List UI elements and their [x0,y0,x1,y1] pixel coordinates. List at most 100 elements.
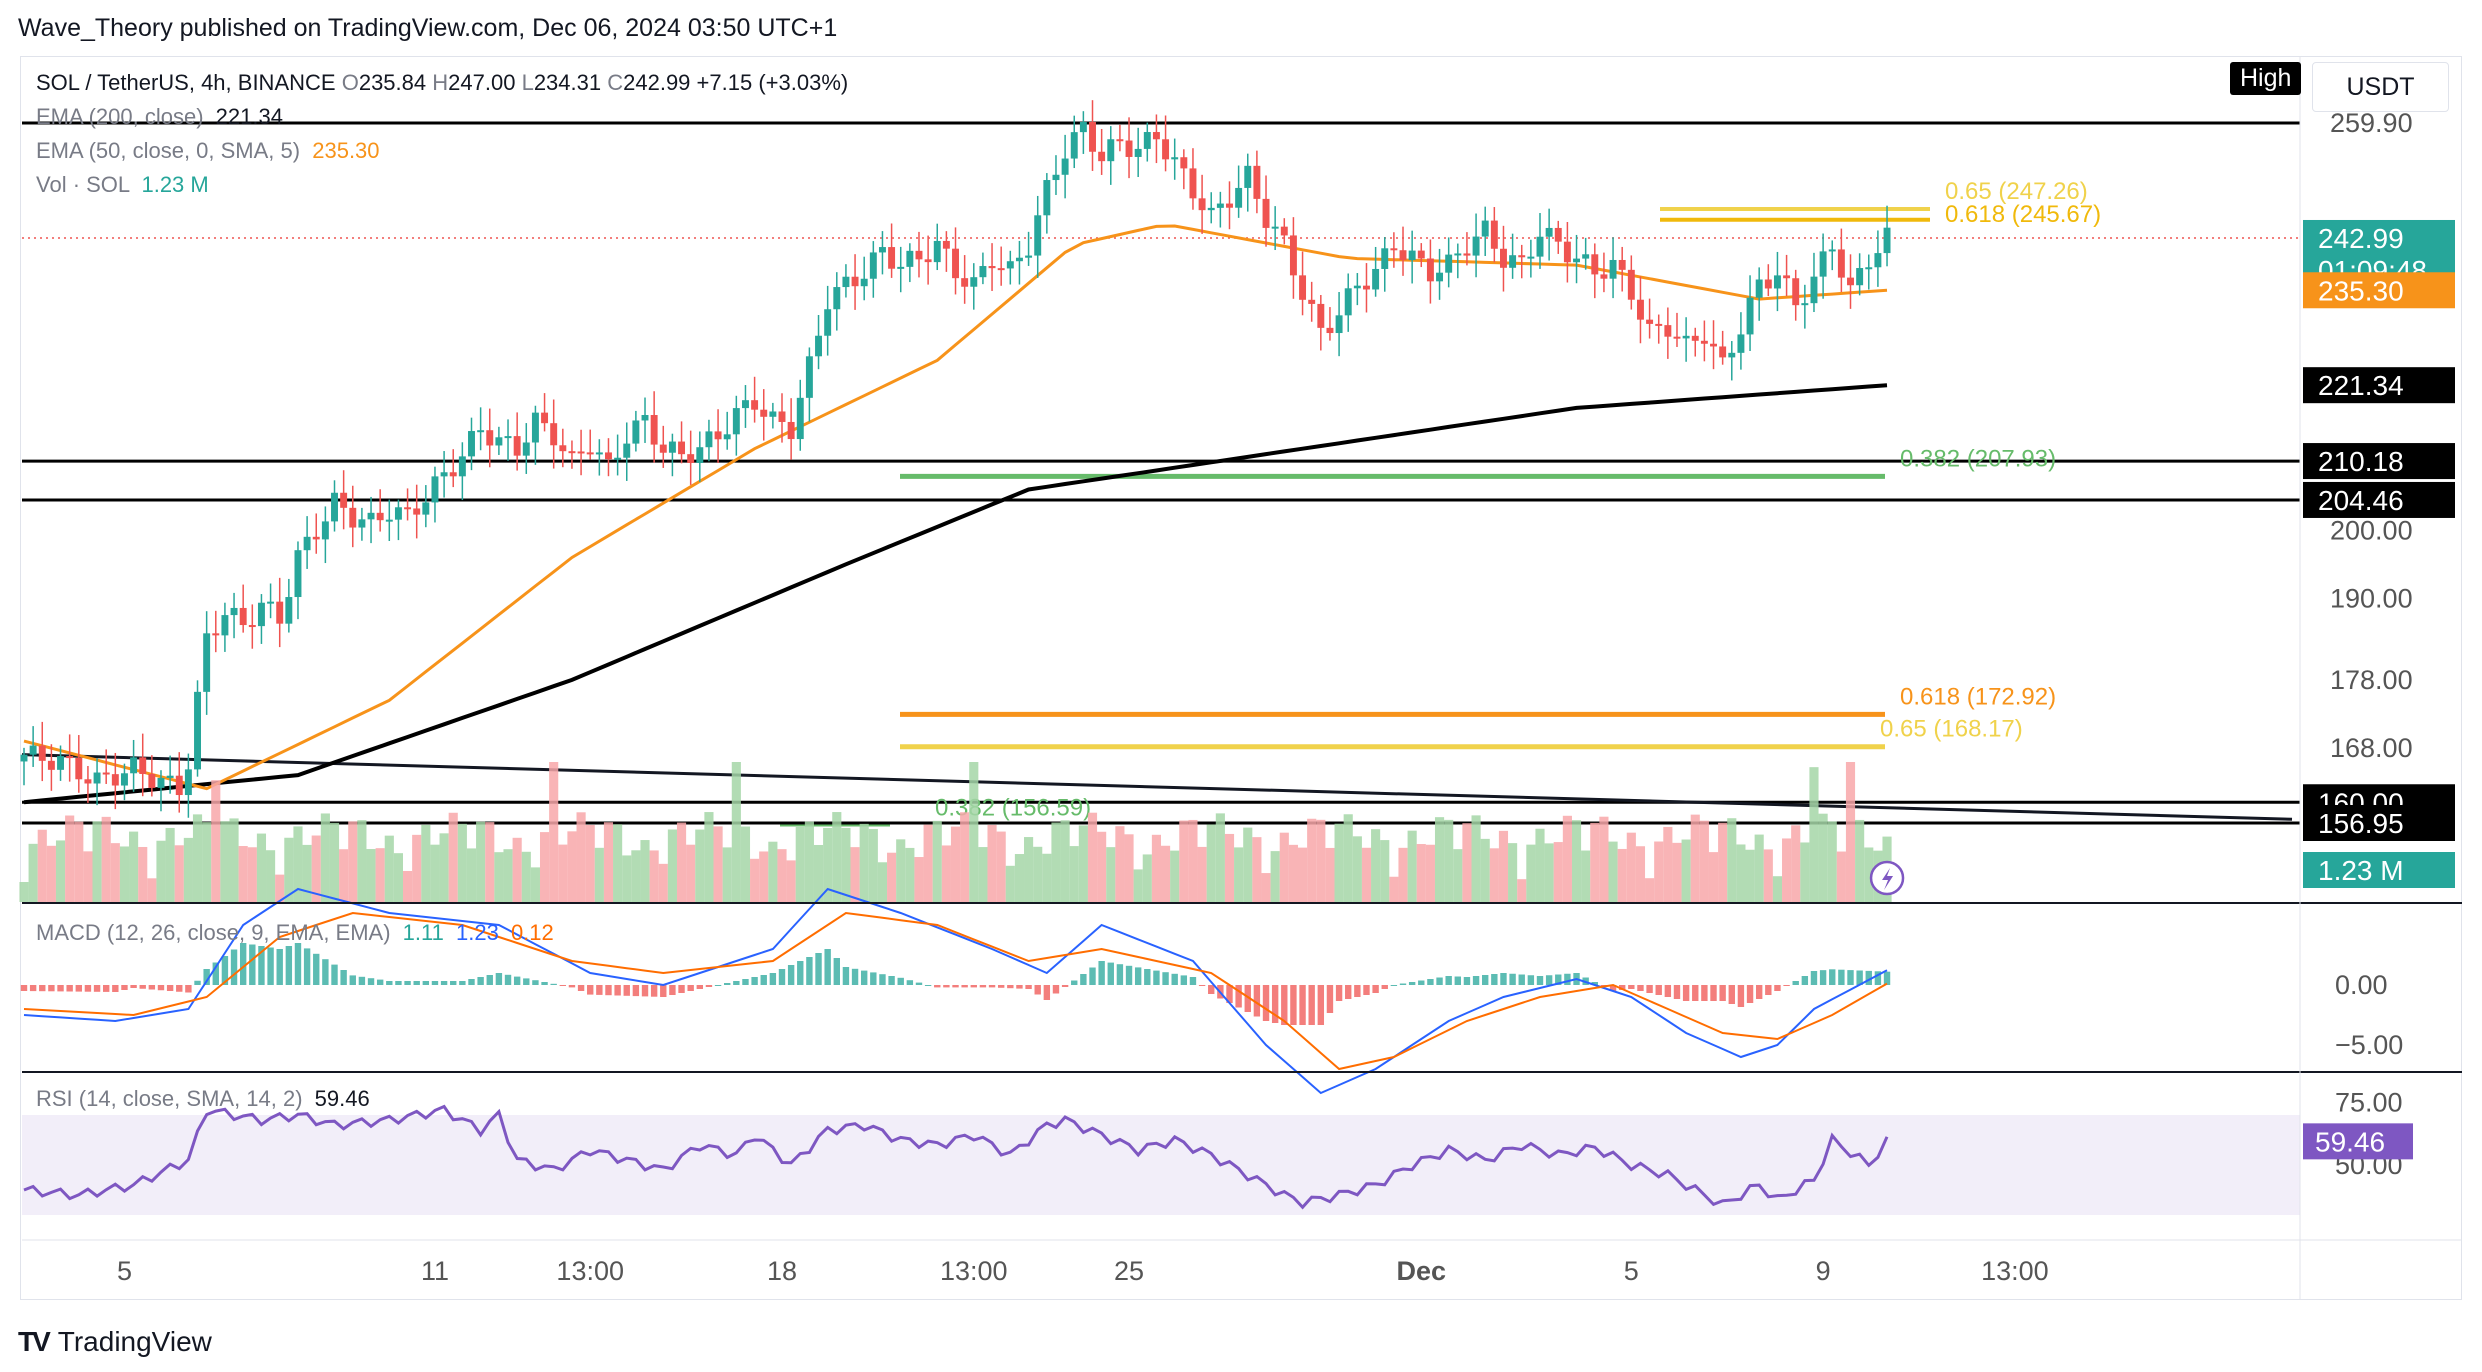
volume-bar [366,849,376,902]
volume-bar [896,839,906,902]
candle [1737,312,1745,370]
volume-bar [183,837,193,902]
candle [961,255,969,304]
macd-histogram-bar [276,949,283,985]
price-tag: 221.34 [2303,367,2455,404]
candle [952,227,959,295]
macd-histogram-bar [705,985,713,987]
candle [924,235,932,285]
macd-legend[interactable]: MACD (12, 26, close, 9, EMA, EMA) 1.11 1… [36,920,554,946]
chart-frame[interactable] [20,56,2462,1300]
macd-histogram-bar [194,980,201,985]
macd-histogram-bar [57,985,64,992]
candle [276,577,284,648]
rsi-legend[interactable]: RSI (14, close, SMA, 14, 2) 59.46 [36,1086,370,1112]
candle-body [1271,226,1279,229]
candle [614,434,622,476]
volume-legend[interactable]: Vol · SOL 1.23 M [36,172,209,198]
candle-body [29,745,37,755]
currency-selector[interactable]: USDT [2312,62,2449,112]
candle [723,411,731,450]
volume-bar [1352,836,1362,902]
macd-histogram-bar [1427,979,1434,985]
candle-body [1289,235,1297,276]
candle-body [1700,340,1708,344]
macd-histogram-bar [714,985,722,986]
candle-body [1563,241,1571,263]
signal-line [23,911,1888,1071]
macd-histogram-bar [1025,985,1032,989]
price-tag: 204.46 [2303,481,2455,518]
candle [20,747,28,786]
rsi-tag-label: 59.46 [2315,1126,2385,1157]
rsi-label: RSI (14, close, SMA, 14, 2) [36,1086,303,1111]
candle-body [1399,250,1407,261]
candle-body [130,757,138,774]
macd-histogram-bar [1089,967,1096,985]
candle [394,499,402,541]
high-button[interactable]: High [2230,62,2302,95]
candle-body [1299,275,1307,300]
candle-body [1089,121,1096,152]
volume-bar [83,851,93,902]
price-tag-bg [2303,367,2455,404]
volume-bar [1718,822,1728,902]
volume-bar [960,812,970,902]
change-value: +7.15 (+3.03%) [696,70,849,95]
volume-bar [476,821,486,902]
volume-bar [1024,837,1034,902]
candle-body [970,277,978,287]
volume-bar [1316,819,1326,902]
candle [1207,192,1215,224]
candle [659,425,667,468]
macd-histogram-bar [1098,961,1105,985]
macd-histogram-bar [1080,974,1087,985]
macd-histogram-bar [1883,971,1891,985]
candle-body [924,259,932,263]
macd-histogram-bar [303,948,311,985]
volume-bar [1142,854,1152,902]
candle-body [221,615,229,636]
candle [1600,252,1608,293]
rsi-band [22,1115,2300,1215]
macd-histogram-bar [48,985,55,992]
macd-histogram-bar [349,975,356,985]
macd-histogram-bar [468,979,475,985]
macd-histogram-bar [66,985,73,992]
candle-body [1180,157,1188,169]
volume-bar [1772,876,1783,902]
volume-bar [229,818,239,902]
candle [1353,273,1361,306]
volume-bar [1626,832,1636,902]
volume-bar [1078,825,1088,902]
volume-bar [494,852,504,902]
candle [1025,231,1033,266]
candle-body [1755,279,1763,298]
candle [586,429,594,460]
volume-bar [1270,851,1280,902]
volume-bar [905,847,915,902]
symbol-legend[interactable]: SOL / TetherUS, 4h, BINANCE O235.84 H247… [36,70,848,96]
alert-bolt-icon-shape [1882,868,1894,890]
macd-histogram-bar [1244,985,1251,1012]
ema50-legend[interactable]: EMA (50, close, 0, SMA, 5) 235.30 [36,138,380,164]
price-tick-label: 200.00 [2330,515,2413,545]
candle-body [166,775,174,778]
candle-body [1116,139,1124,142]
price-tag-bg [2303,805,2455,841]
ema200-legend[interactable]: EMA (200, close) 221.34 [36,104,283,130]
candle-body [1445,254,1453,273]
candle [376,489,384,532]
price-tag: 1.23 M [2303,852,2455,888]
candle-body [1518,255,1526,258]
candle [431,466,439,523]
price-tag-bg [2303,852,2455,888]
volume-bar [859,823,869,902]
candle-body [559,445,567,452]
volume-bar [1371,829,1381,902]
macd-histogram-bar [1609,985,1617,991]
macd-histogram-bar [934,985,941,988]
volume-bar [667,829,677,902]
volume-bar [302,844,312,902]
